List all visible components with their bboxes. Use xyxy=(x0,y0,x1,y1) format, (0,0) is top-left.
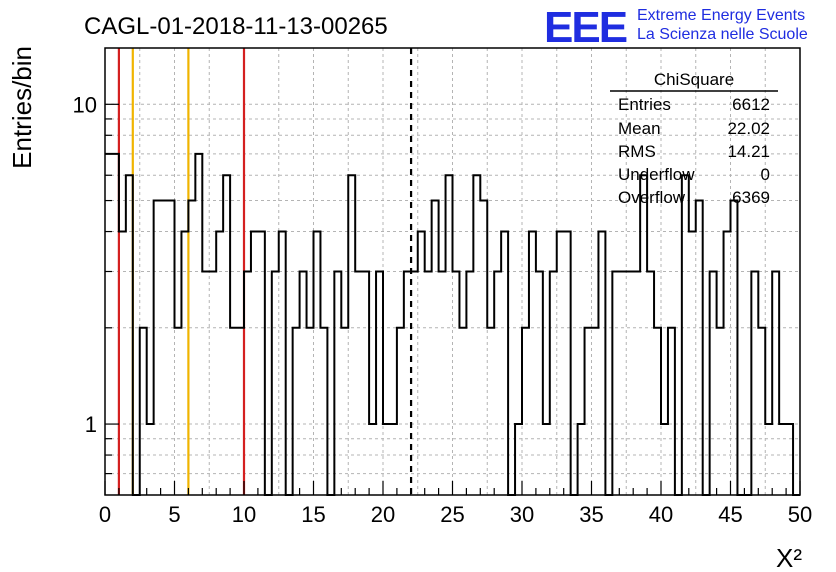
x-tick-label: 25 xyxy=(440,502,464,527)
stats-title: ChiSquare xyxy=(654,70,734,89)
stats-label-underflow: Underflow xyxy=(618,165,695,184)
stats-value-entries: 6612 xyxy=(732,95,770,114)
stats-value-overflow: 6369 xyxy=(732,188,770,207)
x-tick-label: 35 xyxy=(579,502,603,527)
stats-label-mean: Mean xyxy=(618,119,661,138)
x-tick-label: 0 xyxy=(99,502,111,527)
x-tick-label: 30 xyxy=(510,502,534,527)
logo-line1: Extreme Energy Events xyxy=(637,7,805,24)
y-tick-labels: 1 10 xyxy=(73,92,97,437)
stats-label-rms: RMS xyxy=(618,142,656,161)
histogram-line xyxy=(105,152,800,496)
stats-value-rms: 14.21 xyxy=(727,142,770,161)
stats-box: ChiSquare Entries 6612 Mean 22.02 RMS 14… xyxy=(610,70,778,207)
x-tick-label: 50 xyxy=(788,502,812,527)
x-tick-label: 15 xyxy=(301,502,325,527)
chart-title: CAGL-01-2018-11-13-00265 xyxy=(84,13,388,40)
x-axis-label: X² xyxy=(776,543,802,572)
stats-value-mean: 22.02 xyxy=(727,119,770,138)
eee-logo: EEE Extreme Energy Events La Scienza nel… xyxy=(544,3,808,52)
y-axis-label: Entries/bin xyxy=(7,46,37,169)
y-tick-label: 10 xyxy=(73,92,97,117)
stats-label-overflow: Overflow xyxy=(618,188,686,207)
stats-value-underflow: 0 xyxy=(761,165,770,184)
logo-mark: EEE xyxy=(544,3,627,52)
stats-label-entries: Entries xyxy=(618,95,671,114)
x-tick-label: 40 xyxy=(649,502,673,527)
x-tick-label: 10 xyxy=(232,502,256,527)
x-tick-labels: 0 5 10 15 20 25 30 35 40 45 50 xyxy=(99,502,812,527)
axis-ticks xyxy=(104,103,801,495)
x-tick-label: 5 xyxy=(168,502,180,527)
logo-line2: La Scienza nelle Scuole xyxy=(637,26,808,43)
x-tick-label: 45 xyxy=(718,502,742,527)
y-tick-label: 1 xyxy=(85,412,97,437)
x-tick-label: 20 xyxy=(371,502,395,527)
